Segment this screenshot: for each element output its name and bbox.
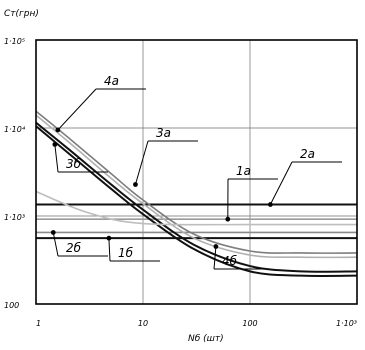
x-tick-label: 1 xyxy=(36,319,41,328)
chart-grid xyxy=(36,40,357,304)
callout-marker-4б xyxy=(213,244,219,249)
y-axis-label: Ст(грн) xyxy=(4,9,39,19)
callout-label-3а: 3а xyxy=(156,126,171,140)
callout-label-3б: 3б xyxy=(66,157,82,171)
x-tick-label: 1·10³ xyxy=(336,319,357,328)
y-tick-label: 1·10³ xyxy=(4,213,25,222)
x-axis-label: Nб (шт) xyxy=(188,334,224,344)
callout-marker-2а xyxy=(267,202,273,207)
y-tick-label: 1·10⁵ xyxy=(4,37,25,46)
x-tick-label: 100 xyxy=(242,319,257,328)
chart-series xyxy=(35,110,358,277)
callout-leader-3б xyxy=(54,144,59,173)
callout-label-1а: 1а xyxy=(236,164,251,178)
y-tick-label: 100 xyxy=(4,301,19,310)
x-tick-label: 10 xyxy=(138,319,148,328)
series-line-3а xyxy=(35,114,358,259)
series-line-4б xyxy=(35,125,358,277)
callout-marker-2б xyxy=(50,230,56,235)
callout-leader-3а xyxy=(134,140,149,185)
callout-label-1б: 1б xyxy=(118,246,134,260)
callout-leader-1б xyxy=(108,238,111,262)
callout-leader-2а xyxy=(269,161,293,205)
callout-label-2б: 2б xyxy=(66,241,82,255)
callout-label-2а: 2а xyxy=(300,147,315,161)
series-line-3б xyxy=(35,121,358,273)
series-line-unlabeled-8 xyxy=(35,190,358,226)
callout-label-4б: 4б xyxy=(222,254,238,268)
tick-labels: 1 10 100 1·10³ 100 1·10³ 1·10⁴ 1·10⁵ xyxy=(4,37,357,328)
callout-leader-2б xyxy=(52,232,59,257)
callout-leader-4б xyxy=(213,246,217,270)
y-tick-label: 1·10⁴ xyxy=(4,125,26,134)
series-line-4а xyxy=(35,110,358,254)
callout-leader-4а xyxy=(57,88,97,131)
chart-annotations: 4а 3а 3б 1а 2а 2б 1б 4б xyxy=(50,74,342,270)
callout-label-4а: 4а xyxy=(104,74,119,88)
plot-frame xyxy=(35,39,358,305)
